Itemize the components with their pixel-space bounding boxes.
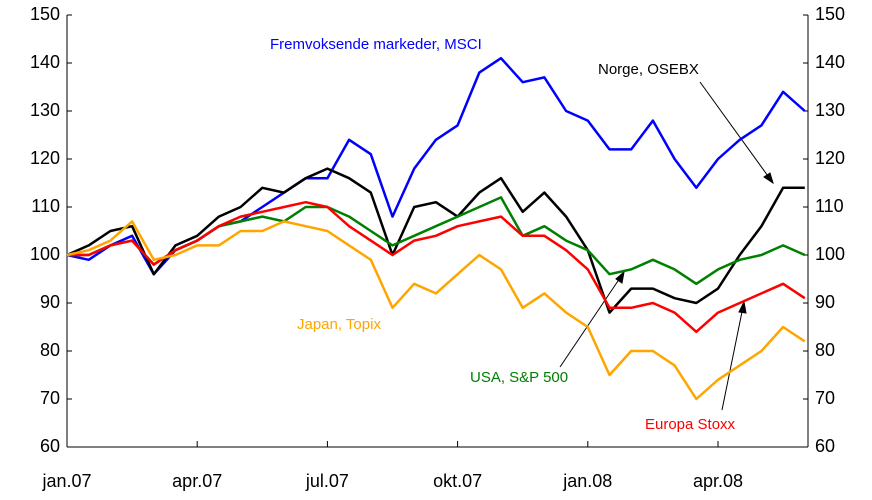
series-label: Fremvoksende markeder, MSCI	[270, 36, 482, 53]
y-tick-label: 140	[30, 52, 60, 72]
y2-tick-label: 60	[815, 436, 835, 456]
arrow	[699, 81, 774, 184]
series-label: Norge, OSEBX	[598, 61, 699, 78]
series-line	[67, 200, 806, 334]
x-tick-label: jan.08	[562, 471, 612, 491]
y2-tick-label: 130	[815, 100, 845, 120]
x-tick-label: jan.07	[41, 471, 91, 491]
y2-tick-label: 120	[815, 148, 845, 168]
x-tick-label: apr.08	[693, 471, 743, 491]
series-line	[66, 56, 806, 276]
arrow-head	[738, 300, 747, 314]
y2-tick-label: 100	[815, 244, 845, 264]
y-tick-label: 90	[40, 292, 60, 312]
arrow-head	[763, 172, 774, 185]
series-label: USA, S&P 500	[470, 369, 568, 386]
y-tick-label: 130	[30, 100, 60, 120]
arrows	[559, 81, 774, 411]
y-tick-label: 120	[30, 148, 60, 168]
y-tick-label: 70	[40, 388, 60, 408]
series-label: Europa Stoxx	[645, 416, 736, 433]
series-line	[67, 196, 806, 286]
y-tick-label: 60	[40, 436, 60, 456]
arrow	[559, 271, 625, 368]
y-tick-label: 100	[30, 244, 60, 264]
y2-tick-label: 110	[815, 196, 844, 216]
x-tick-label: apr.07	[172, 471, 222, 491]
y2-tick-label: 70	[815, 388, 835, 408]
y-tick-label: 80	[40, 340, 60, 360]
y-tick-label: 150	[30, 4, 60, 24]
arrow-head	[615, 270, 625, 284]
series-line	[66, 167, 805, 314]
series-line	[66, 220, 806, 401]
arrow	[721, 301, 745, 411]
y2-tick-label: 80	[815, 340, 835, 360]
y2-tick-label: 150	[815, 4, 845, 24]
y-tick-label: 110	[31, 196, 60, 216]
series-label: Japan, Topix	[297, 316, 381, 333]
x-tick-label: jul.07	[305, 471, 349, 491]
y2-tick-label: 90	[815, 292, 835, 312]
y2-tick-label: 140	[815, 52, 845, 72]
x-tick-label: okt.07	[433, 471, 482, 491]
